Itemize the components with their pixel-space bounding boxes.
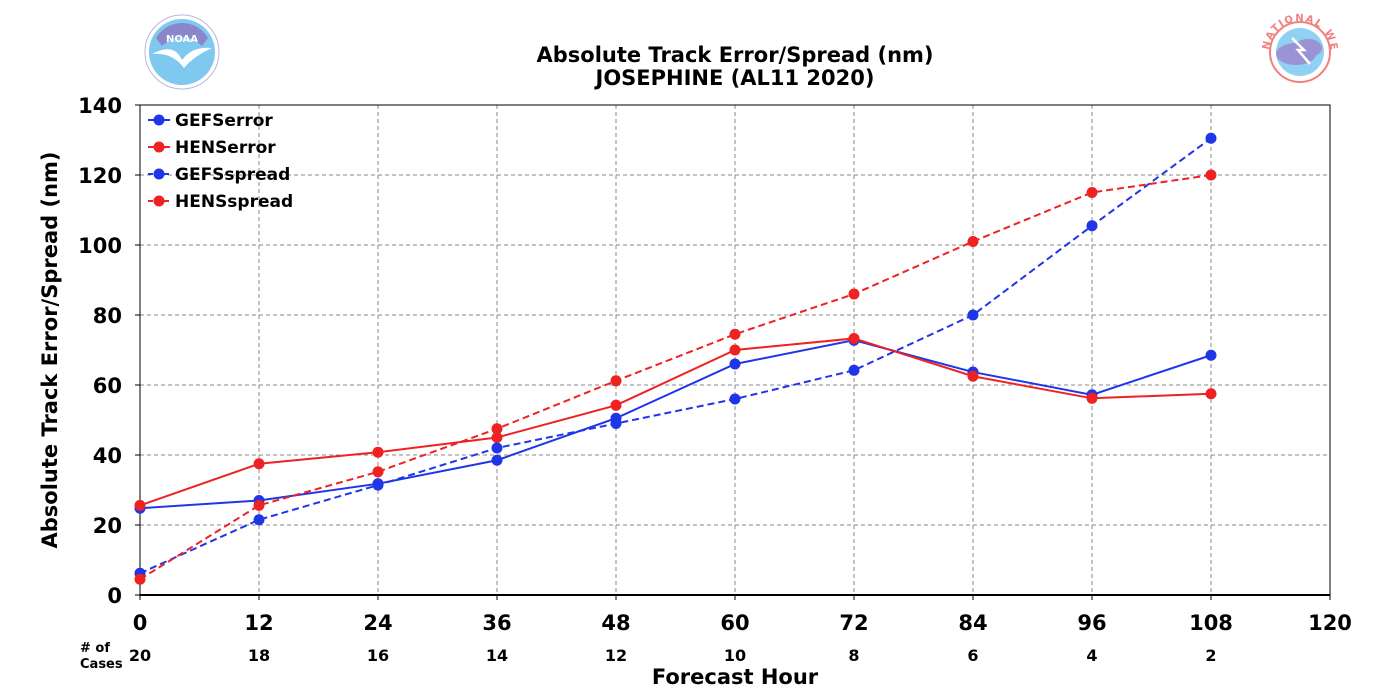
chart-subtitle: JOSEPHINE (AL11 2020) <box>594 66 875 90</box>
data-point <box>729 358 741 370</box>
x-axis-label: Forecast Hour <box>652 665 819 689</box>
data-point <box>491 432 503 443</box>
series-line <box>139 174 1212 581</box>
noaa-logo-text: NOAA <box>166 34 198 45</box>
y-tick-label: 140 <box>78 94 122 118</box>
data-point <box>372 446 384 458</box>
cases-label-line2: Cases <box>80 657 123 672</box>
legend-label: HENSspread <box>175 192 293 212</box>
data-point <box>134 573 146 585</box>
x-tick-label: 84 <box>958 611 987 635</box>
y-tick-label: 120 <box>78 164 122 188</box>
chart-title: Absolute Track Error/Spread (nm) <box>536 43 933 67</box>
data-point <box>253 514 265 526</box>
data-point <box>1205 349 1217 361</box>
y-tick-label: 80 <box>93 304 122 328</box>
data-point <box>848 332 860 344</box>
noaa-logo: NOAA <box>144 14 220 90</box>
legend-item: GEFSerror <box>148 111 273 131</box>
legend-marker <box>153 195 165 207</box>
x-tick-label: 120 <box>1308 611 1352 635</box>
series-gefsspread <box>134 132 1217 579</box>
case-count: 10 <box>724 646 746 665</box>
case-count: 2 <box>1205 646 1216 665</box>
data-point <box>491 454 503 466</box>
data-point <box>729 328 741 340</box>
data-point <box>967 309 979 321</box>
series-line <box>139 339 1212 510</box>
case-count: 14 <box>486 646 508 665</box>
data-point <box>610 399 622 411</box>
x-tick-label: 48 <box>601 611 630 635</box>
data-point <box>848 364 860 376</box>
case-count: 4 <box>1086 646 1097 665</box>
data-point <box>372 466 384 478</box>
data-point <box>729 393 741 405</box>
case-count: 20 <box>129 646 151 665</box>
data-point <box>1086 392 1098 404</box>
series-line <box>139 137 1212 575</box>
case-count: 8 <box>848 646 859 665</box>
series-gefserror <box>134 334 1217 514</box>
data-point <box>253 499 265 511</box>
legend-marker <box>153 114 165 126</box>
case-count: 12 <box>605 646 627 665</box>
legend-marker <box>153 141 165 153</box>
series-hensspread <box>134 169 1217 585</box>
data-point <box>848 288 860 300</box>
data-point <box>253 458 265 470</box>
x-tick-label: 72 <box>839 611 868 635</box>
y-axis: 0 20 40 60 80 100 120 140 <box>78 94 140 608</box>
y-tick-label: 100 <box>78 234 122 258</box>
y-axis-label: Absolute Track Error/Spread (nm) <box>38 151 62 548</box>
data-point <box>1086 220 1098 232</box>
data-point <box>1086 187 1098 198</box>
legend: GEFSerror HENSerror GEFSspread HENSspread <box>148 111 293 212</box>
x-tick-label: 24 <box>363 611 392 635</box>
x-tick-label: 12 <box>244 611 273 635</box>
data-point <box>1205 388 1217 400</box>
y-tick-label: 0 <box>107 584 122 608</box>
cases-label-line1: # of <box>80 641 110 656</box>
x-axis: 0 12 24 36 48 60 72 84 96 108 120 <box>133 595 1352 635</box>
series-group <box>134 132 1217 585</box>
x-tick-label: 60 <box>720 611 749 635</box>
data-point <box>967 370 979 382</box>
x-tick-label: 36 <box>482 611 511 635</box>
x-tick-label: 96 <box>1077 611 1106 635</box>
legend-label: HENSerror <box>175 138 276 158</box>
legend-item: HENSerror <box>148 138 276 158</box>
y-tick-label: 40 <box>93 444 122 468</box>
case-count: 16 <box>367 646 389 665</box>
x-tick-label: 108 <box>1189 611 1233 635</box>
data-point <box>1205 169 1217 181</box>
legend-label: GEFSspread <box>175 165 290 185</box>
data-point <box>491 423 503 435</box>
data-point <box>491 442 503 454</box>
data-point <box>372 479 384 491</box>
x-tick-label: 0 <box>133 611 148 635</box>
data-point <box>134 499 146 511</box>
series-line <box>139 337 1212 507</box>
nws-logo: NATIONAL WEATHER SERVICE <box>1261 13 1338 89</box>
legend-label: GEFSerror <box>175 111 273 131</box>
data-point <box>729 344 741 356</box>
y-tick-label: 60 <box>93 374 122 398</box>
data-point <box>610 375 622 387</box>
series-henserror <box>134 332 1217 511</box>
case-count: 18 <box>248 646 270 665</box>
cases-row: 20 18 16 14 12 10 8 6 4 2 <box>129 646 1217 665</box>
data-point <box>610 418 622 429</box>
legend-item: HENSspread <box>148 192 293 212</box>
data-point <box>967 236 979 247</box>
case-count: 6 <box>967 646 978 665</box>
data-point <box>1205 132 1217 144</box>
legend-item: GEFSspread <box>148 165 290 185</box>
y-tick-label: 20 <box>93 514 122 538</box>
legend-marker <box>153 168 165 180</box>
